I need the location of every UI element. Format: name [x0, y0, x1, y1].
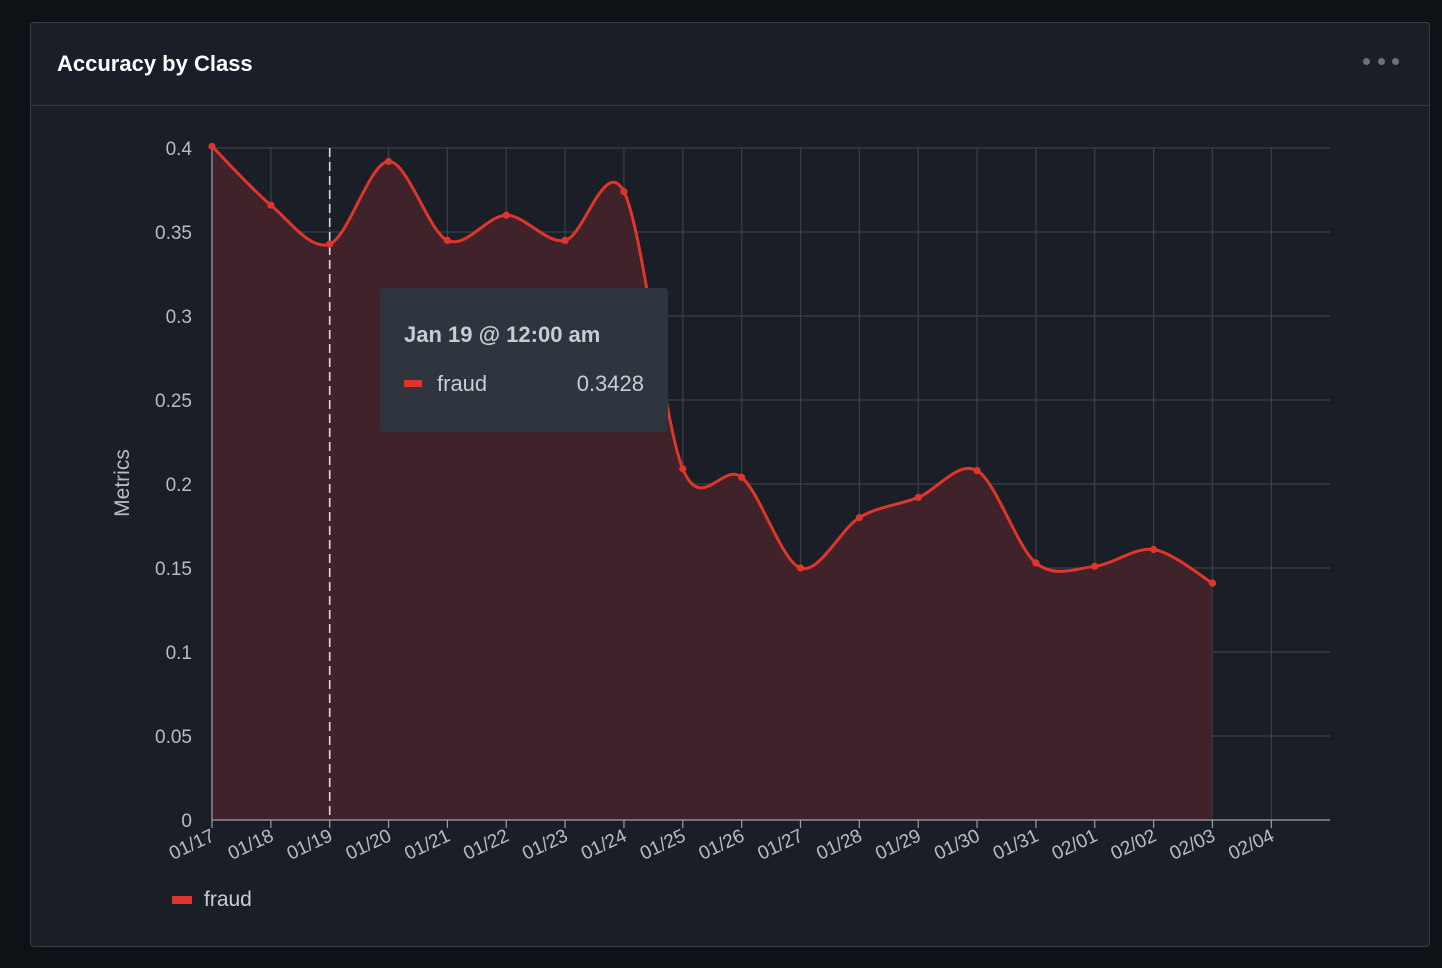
data-point[interactable] [973, 466, 981, 475]
panel-title: Accuracy by Class [57, 51, 253, 76]
more-horizontal-icon[interactable] [1363, 53, 1399, 69]
data-point[interactable] [384, 157, 393, 166]
x-tick-label: 01/24 [578, 825, 630, 864]
data-point[interactable] [620, 188, 628, 196]
y-tick-label: 0.05 [155, 727, 192, 748]
y-tick-label: 0.25 [155, 391, 192, 412]
data-point[interactable] [1208, 579, 1217, 587]
x-tick-label: 01/17 [166, 825, 218, 864]
y-tick-label: 0 [181, 811, 192, 832]
data-point[interactable] [914, 493, 922, 502]
data-point[interactable] [267, 201, 275, 209]
x-tick-label: 01/23 [519, 825, 571, 864]
tooltip-series-swatch [404, 380, 422, 387]
x-tick-label: 01/30 [931, 825, 983, 864]
y-axis-title: Metrics [111, 449, 134, 517]
legend-swatch [172, 896, 192, 904]
data-point[interactable] [208, 142, 216, 150]
series-points[interactable] [208, 142, 1217, 587]
menu-dot [1363, 57, 1370, 65]
x-tick-label: 01/22 [460, 825, 512, 864]
x-tick-label: 01/18 [225, 825, 277, 864]
x-tick-label: 02/03 [1167, 825, 1219, 864]
x-tick-label: 01/21 [402, 825, 454, 864]
y-tick-label: 0.3 [166, 307, 192, 328]
data-point[interactable] [738, 473, 746, 481]
x-tick-label: 02/04 [1225, 825, 1277, 864]
data-point[interactable] [1150, 545, 1158, 554]
x-tick-label: 01/19 [284, 825, 336, 864]
tooltip-series-name: fraud [437, 371, 488, 396]
x-tick-label: 01/31 [990, 825, 1042, 864]
x-tick-label: 02/01 [1049, 825, 1101, 864]
x-tick-label: 01/26 [696, 825, 748, 864]
y-tick-label: 0.15 [155, 559, 192, 580]
data-point[interactable] [1032, 559, 1040, 567]
x-tick-label: 01/29 [872, 825, 924, 864]
legend-label: fraud [204, 888, 252, 911]
data-point[interactable] [855, 514, 863, 522]
x-tick-label: 02/02 [1108, 825, 1160, 864]
tooltip-series-value: 0.3428 [576, 371, 644, 396]
data-point[interactable] [796, 564, 805, 572]
panel-header: Accuracy by Class [31, 23, 1429, 106]
tooltip-title: Jan 19 @ 12:00 am [404, 322, 601, 347]
y-tick-label: 0.1 [166, 643, 192, 664]
data-point[interactable] [443, 236, 451, 244]
menu-dot [1377, 57, 1385, 65]
data-point[interactable] [679, 465, 687, 473]
x-tick-label: 01/28 [813, 825, 865, 864]
data-point[interactable] [1091, 562, 1099, 570]
y-tick-label: 0.35 [155, 223, 192, 244]
data-point[interactable] [561, 236, 569, 244]
y-tick-label: 0.2 [166, 475, 192, 496]
menu-dot [1392, 57, 1399, 65]
x-tick-label: 01/27 [755, 825, 807, 864]
data-point[interactable] [502, 211, 510, 219]
x-tick-label: 01/20 [343, 825, 395, 864]
chart-tooltip: Jan 19 @ 12:00 am fraud 0.3428 [380, 288, 668, 432]
legend-item-fraud[interactable]: fraud [172, 888, 252, 912]
x-tick-label: 01/25 [637, 825, 689, 864]
y-tick-label: 0.4 [166, 139, 193, 160]
data-point[interactable] [326, 240, 334, 248]
